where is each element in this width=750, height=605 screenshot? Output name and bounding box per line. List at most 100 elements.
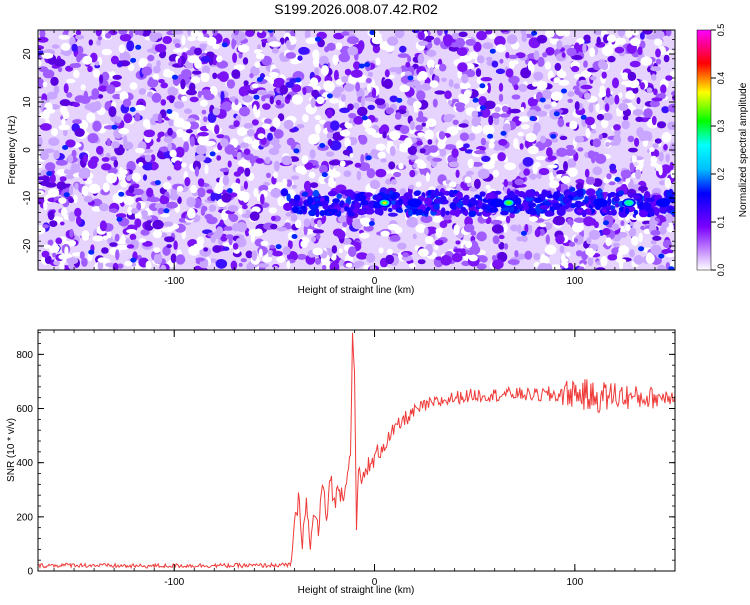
spectrogram-spot (358, 63, 365, 69)
spectrogram-blob (561, 52, 566, 58)
spectrogram-blob (503, 179, 508, 188)
spectrogram-blob (158, 79, 165, 84)
spectrogram-spot (172, 74, 178, 80)
spectrogram-blob (47, 239, 54, 246)
spectrogram-blob (219, 104, 226, 110)
spectrogram-blob (639, 130, 652, 141)
spectrogram-blob (83, 195, 93, 203)
spectrogram-blob (41, 99, 48, 105)
spectrogram-blob (346, 36, 359, 45)
spectrogram-blob (93, 101, 102, 111)
spectrogram-blob (115, 249, 120, 261)
spectrogram-blob (520, 106, 525, 113)
spectrogram-blob (99, 74, 104, 84)
spectrogram-blob (106, 84, 116, 94)
spectrogram-blob (215, 259, 228, 269)
spectrogram-blob (44, 255, 52, 264)
spectrogram-blob (176, 128, 184, 138)
spectrogram-blob (272, 265, 279, 270)
spectrogram-blob (176, 185, 184, 192)
spectrogram-blob (340, 93, 346, 102)
spectrogram-blob (142, 174, 148, 181)
spectrogram-blob (316, 219, 322, 228)
spectrogram-blob (333, 69, 339, 81)
spectrogram-blob (588, 103, 594, 113)
spectrogram-blob (407, 155, 419, 160)
spectrogram-blob (243, 80, 249, 86)
spectrogram-blob (88, 39, 94, 46)
spectrogram-blob (523, 168, 531, 176)
spectrogram-blob (533, 71, 544, 81)
spectrogram-blob (340, 31, 350, 36)
band-blob (610, 209, 617, 216)
spectrogram-blob (598, 91, 606, 99)
spectrogram-blob (446, 126, 459, 136)
spectrogram-blob (429, 80, 439, 88)
spectrogram-blob (629, 60, 641, 68)
spectrogram-blob (602, 227, 611, 236)
spectrogram-blob (204, 213, 213, 220)
spectrogram-blob (237, 192, 243, 197)
spectrogram-blob (127, 206, 133, 216)
spectrogram-blob (88, 183, 101, 194)
spectrogram-blob (170, 253, 177, 264)
spectrogram-blob (382, 131, 387, 139)
spectrogram-blob (604, 95, 615, 106)
spectrogram-blob (556, 147, 568, 157)
spectrogram-blob (78, 171, 91, 179)
spectrogram-blob (588, 229, 601, 240)
spectrogram-blob (287, 239, 293, 250)
spectrogram-blob (310, 97, 316, 108)
spectrogram-blob (544, 244, 557, 255)
spectrogram-blob (629, 249, 635, 258)
spectrogram-blob (643, 108, 653, 118)
spectrogram-blob (97, 260, 104, 270)
spectrogram-blob (542, 52, 548, 58)
spectrogram-blob (583, 216, 594, 227)
x-tick-label: -100 (164, 577, 184, 588)
spectrogram-spot (253, 94, 260, 100)
y-tick-label: 200 (16, 512, 33, 523)
spectrogram-blob (473, 150, 486, 155)
spectrogram-spot (531, 30, 538, 36)
spectrogram-blob (655, 48, 661, 58)
spectrogram-blob (199, 43, 208, 48)
spectrogram-blob (68, 198, 74, 204)
spectrogram-blob (498, 93, 504, 102)
spectrogram-blob (565, 144, 575, 150)
spectrogram-blob (492, 259, 504, 270)
spectrogram-blob (498, 82, 504, 92)
spectrogram-blob (302, 114, 309, 123)
band-blob (433, 198, 442, 204)
spectrogram-blob (505, 51, 510, 59)
spectrogram-blob (419, 148, 426, 154)
spectrogram-blob (339, 129, 351, 137)
colorbar-gradient (696, 29, 712, 271)
spectrogram-blob (567, 167, 578, 177)
spectrogram-spot (221, 42, 228, 48)
band-blob (633, 209, 639, 215)
spectrogram-blob (455, 37, 466, 48)
spectrogram-blob (237, 166, 245, 174)
x-tick-label: 100 (566, 276, 583, 287)
band-blob (408, 209, 413, 217)
spectrogram-blob (308, 133, 320, 145)
spectrogram-spot (603, 220, 609, 226)
spectrogram-blob (592, 138, 601, 148)
band-blob (462, 195, 470, 205)
spectrogram-blob (190, 30, 200, 37)
spectrogram-blob (163, 70, 175, 78)
spectrogram-blob (200, 72, 210, 83)
spectrogram-blob (491, 255, 497, 261)
spectrogram-blob (649, 100, 660, 108)
spectrogram-blob (601, 45, 614, 56)
spectrogram-blob (38, 78, 45, 89)
spectrogram-blob (200, 56, 211, 63)
spectrogram-blob (635, 169, 642, 180)
spectrogram-blob (338, 52, 350, 63)
spectrogram-blob (98, 85, 109, 92)
band-blob (332, 198, 340, 204)
spectrogram-blob (63, 168, 70, 175)
spectrogram-blob (357, 106, 368, 117)
spectrogram-blob (186, 196, 196, 208)
